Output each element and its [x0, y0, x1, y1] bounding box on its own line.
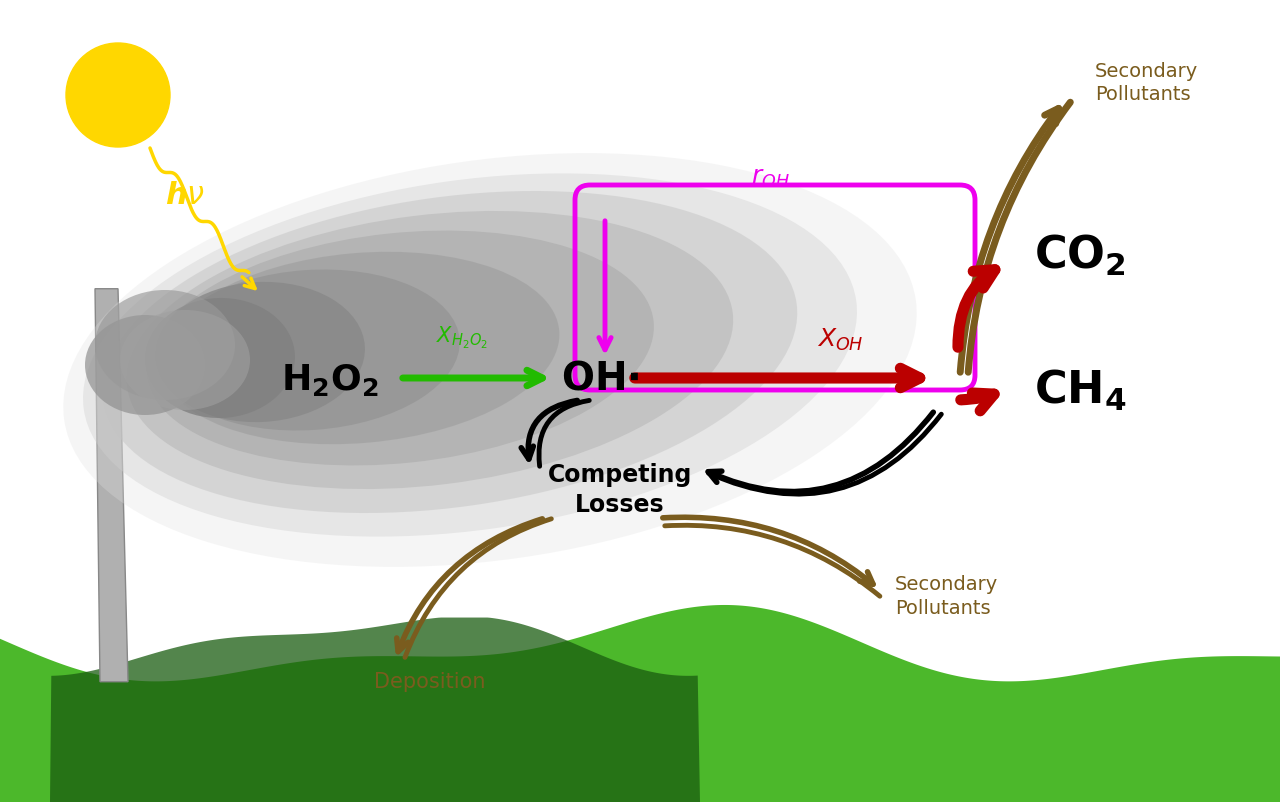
Ellipse shape: [102, 191, 797, 513]
Polygon shape: [50, 618, 700, 802]
Ellipse shape: [127, 211, 733, 489]
Text: $\mathit{X_{OH}}$: $\mathit{X_{OH}}$: [817, 327, 863, 353]
Ellipse shape: [84, 315, 205, 415]
Ellipse shape: [146, 230, 654, 465]
Ellipse shape: [120, 310, 250, 410]
Polygon shape: [95, 289, 128, 682]
Ellipse shape: [83, 173, 858, 537]
Text: $\mathbf{CH_4}$: $\mathbf{CH_4}$: [1034, 367, 1126, 412]
Ellipse shape: [145, 298, 294, 418]
Ellipse shape: [95, 290, 236, 400]
Text: $\mathbf{OH{\bullet}}$: $\mathbf{OH{\bullet}}$: [561, 359, 639, 397]
Text: $\mathbf{CO_2}$: $\mathbf{CO_2}$: [1034, 233, 1126, 277]
Text: Secondary
Pollutants: Secondary Pollutants: [895, 575, 998, 618]
Polygon shape: [0, 605, 1280, 802]
Ellipse shape: [160, 269, 460, 431]
Text: Deposition: Deposition: [374, 672, 485, 692]
Text: Competing
Losses: Competing Losses: [548, 463, 692, 516]
Text: $\mathit{X_{H_2O_2}}$: $\mathit{X_{H_2O_2}}$: [436, 325, 488, 351]
Ellipse shape: [155, 282, 365, 422]
Ellipse shape: [63, 153, 916, 567]
Circle shape: [67, 43, 170, 147]
Text: h$\nu$: h$\nu$: [165, 180, 205, 209]
Ellipse shape: [160, 252, 559, 444]
Text: Secondary
Pollutants: Secondary Pollutants: [1094, 62, 1198, 104]
Text: $\mathbf{H_2O_2}$: $\mathbf{H_2O_2}$: [282, 362, 379, 398]
Text: $\mathit{r_{OH}}$: $\mathit{r_{OH}}$: [750, 166, 790, 190]
